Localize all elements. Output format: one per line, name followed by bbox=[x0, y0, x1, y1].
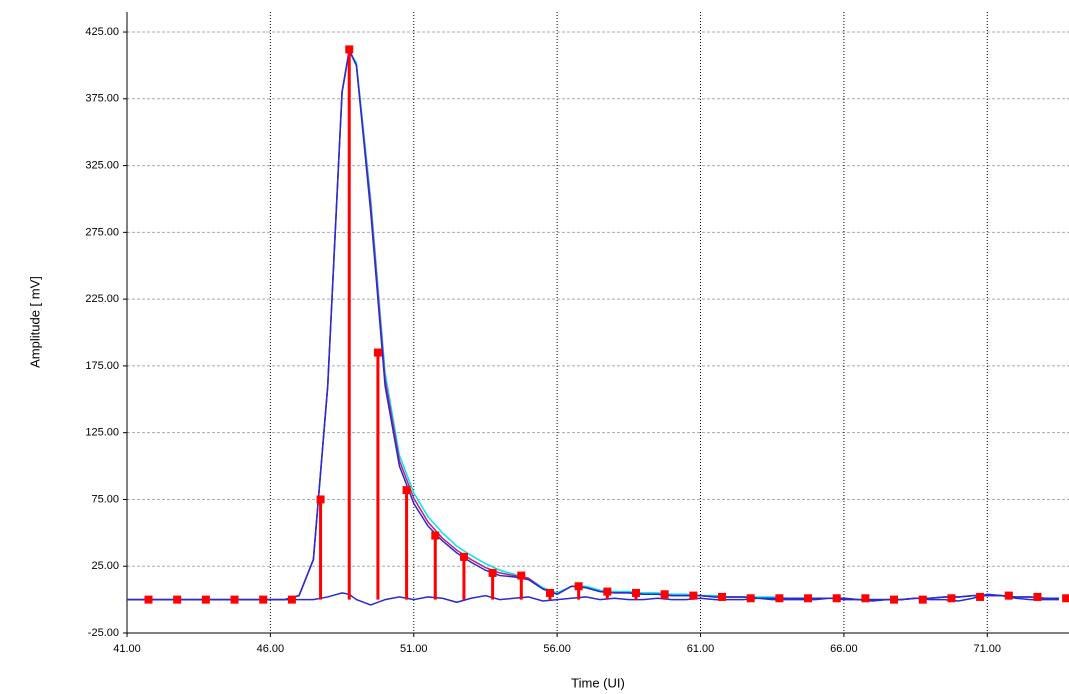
y-tick-label: 275.00 bbox=[85, 226, 119, 238]
stem-marker bbox=[316, 495, 325, 504]
stem-marker bbox=[775, 594, 784, 603]
stem-marker bbox=[660, 590, 669, 599]
stem-marker bbox=[1062, 594, 1069, 603]
stem-marker bbox=[431, 531, 440, 540]
waveform bbox=[127, 592, 1059, 606]
stem-marker bbox=[1033, 592, 1042, 601]
stem-marker bbox=[402, 486, 411, 495]
y-tick-label: 125.00 bbox=[85, 427, 119, 439]
stem-marker bbox=[287, 595, 296, 604]
stem-marker bbox=[861, 594, 870, 603]
stem-marker bbox=[574, 582, 583, 591]
y-axis-label: Amplitude [ mV] bbox=[27, 276, 42, 368]
y-tick-label: 425.00 bbox=[85, 26, 119, 38]
y-tick-label: -25.00 bbox=[88, 627, 119, 639]
stem-marker bbox=[689, 591, 698, 600]
stem-marker bbox=[517, 571, 526, 580]
stem-marker bbox=[947, 594, 956, 603]
stem-marker bbox=[201, 595, 210, 604]
stem-marker bbox=[890, 595, 899, 604]
stem-marker bbox=[804, 594, 813, 603]
y-tick-label: 325.00 bbox=[85, 159, 119, 171]
stem-marker bbox=[746, 594, 755, 603]
stem-marker bbox=[488, 568, 497, 577]
stem-marker bbox=[631, 588, 640, 597]
waveform bbox=[127, 46, 1059, 601]
x-tick-label: 56.00 bbox=[543, 643, 571, 655]
y-tick-label: 375.00 bbox=[85, 93, 119, 105]
x-tick-label: 61.00 bbox=[687, 643, 715, 655]
stem-marker bbox=[545, 588, 554, 597]
stem-marker bbox=[459, 552, 468, 561]
stem-marker bbox=[230, 595, 239, 604]
waveform bbox=[127, 50, 1059, 601]
x-tick-label: 71.00 bbox=[974, 643, 1002, 655]
stem-marker bbox=[918, 595, 927, 604]
x-tick-label: 46.00 bbox=[257, 643, 285, 655]
x-tick-label: 51.00 bbox=[400, 643, 428, 655]
x-axis-label: Time (UI) bbox=[571, 675, 625, 690]
y-tick-label: 75.00 bbox=[91, 493, 119, 505]
stem-marker bbox=[173, 595, 182, 604]
y-tick-label: 175.00 bbox=[85, 360, 119, 372]
x-tick-label: 41.00 bbox=[113, 643, 141, 655]
stem-marker bbox=[832, 594, 841, 603]
stem-marker bbox=[373, 348, 382, 357]
y-tick-label: 225.00 bbox=[85, 293, 119, 305]
stem-marker bbox=[603, 587, 612, 596]
y-tick-label: 25.00 bbox=[91, 560, 119, 572]
stem-marker bbox=[345, 45, 354, 54]
stem-marker bbox=[1004, 591, 1013, 600]
stem-marker bbox=[259, 595, 268, 604]
stem-marker bbox=[976, 592, 985, 601]
waveform bbox=[127, 48, 1059, 601]
stem-marker bbox=[718, 592, 727, 601]
x-tick-label: 66.00 bbox=[830, 643, 858, 655]
stem-marker bbox=[144, 595, 153, 604]
